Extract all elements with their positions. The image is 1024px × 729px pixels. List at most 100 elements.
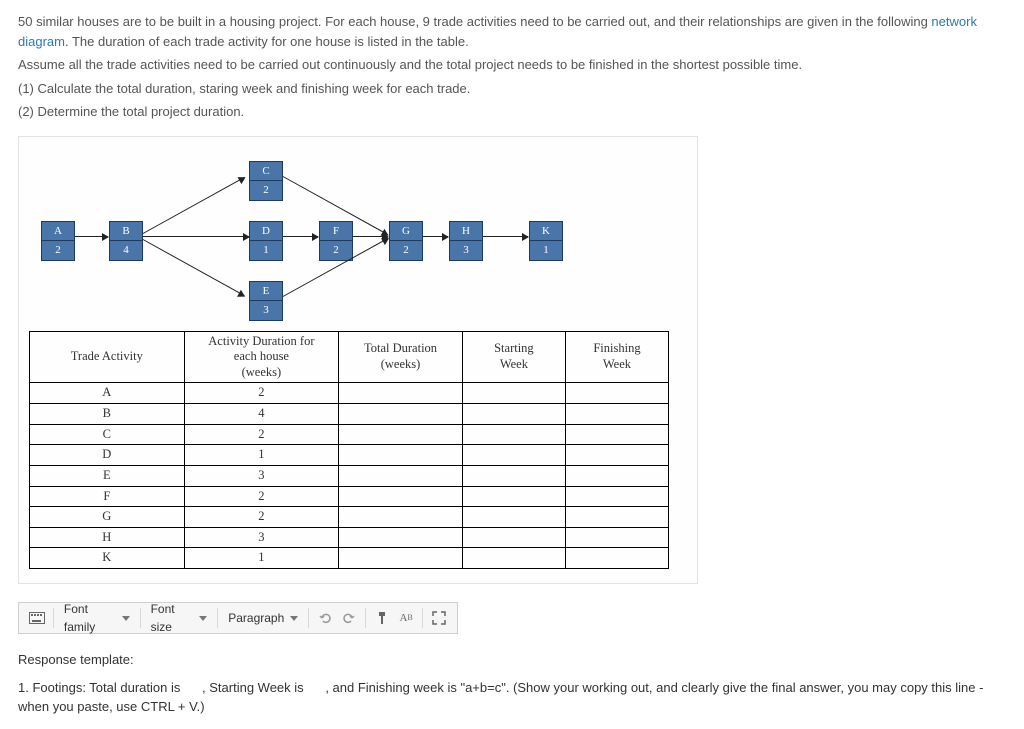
cell-start — [462, 507, 565, 528]
table-row: H3 — [30, 527, 669, 548]
intro-text-1b: . The duration of each trade activity fo… — [65, 34, 469, 49]
node-d: D1 — [249, 221, 283, 261]
edge-arrow — [283, 236, 318, 237]
chevron-down-icon — [290, 616, 298, 621]
cell-dur: 2 — [184, 507, 339, 528]
cell-trade: G — [30, 507, 185, 528]
cell-total — [339, 445, 463, 466]
toolbar-separator — [365, 608, 366, 628]
cell-dur: 2 — [184, 383, 339, 404]
cell-dur: 1 — [184, 548, 339, 569]
editor-toolbar: Font family Font size Paragraph AB — [18, 602, 458, 634]
col-start: StartingWeek — [462, 331, 565, 383]
cell-total — [339, 486, 463, 507]
fullscreen-icon[interactable] — [427, 607, 451, 629]
cell-finish — [565, 383, 668, 404]
table-header-row: Trade Activity Activity Duration foreach… — [30, 331, 669, 383]
cell-trade: D — [30, 445, 185, 466]
intro-text-1a: 50 similar houses are to be built in a h… — [18, 14, 931, 29]
cell-total — [339, 424, 463, 445]
cell-start — [462, 465, 565, 486]
cell-total — [339, 404, 463, 425]
toolbar-separator — [308, 608, 309, 628]
format-painter-icon[interactable] — [370, 607, 394, 629]
toolbar-separator — [217, 608, 218, 628]
cell-start — [462, 548, 565, 569]
node-k: K1 — [529, 221, 563, 261]
cell-start — [462, 383, 565, 404]
cell-finish — [565, 404, 668, 425]
cell-trade: K — [30, 548, 185, 569]
response-line-1: 1. Footings: Total duration is , Startin… — [18, 678, 1006, 717]
cell-trade: E — [30, 465, 185, 486]
problem-intro: 50 similar houses are to be built in a h… — [18, 12, 1006, 122]
node-g: G2 — [389, 221, 423, 261]
edge-arrow — [143, 239, 245, 296]
clear-format-icon[interactable]: AB — [394, 607, 418, 629]
cell-start — [462, 424, 565, 445]
toolbar-separator — [422, 608, 423, 628]
redo-icon[interactable] — [337, 607, 361, 629]
font-size-dropdown[interactable]: Font size — [145, 607, 214, 629]
cell-start — [462, 404, 565, 425]
cell-finish — [565, 486, 668, 507]
node-c: C2 — [249, 161, 283, 201]
node-h: H3 — [449, 221, 483, 261]
cell-dur: 2 — [184, 486, 339, 507]
cell-total — [339, 507, 463, 528]
col-dur-each: Activity Duration foreach house(weeks) — [184, 331, 339, 383]
cell-dur: 3 — [184, 527, 339, 548]
cell-trade: A — [30, 383, 185, 404]
intro-line2: Assume all the trade activities need to … — [18, 55, 1006, 75]
paragraph-dropdown[interactable]: Paragraph — [222, 607, 304, 629]
cell-finish — [565, 507, 668, 528]
node-e: E3 — [249, 281, 283, 321]
table-row: F2 — [30, 486, 669, 507]
node-b: B4 — [109, 221, 143, 261]
network-diagram: A2 B4 C2 D1 E3 F2 G2 H3 K1 — [29, 151, 669, 321]
figure-container: A2B4C2D1E3F2G2H3K1 Trade Activity Activi… — [18, 136, 698, 585]
node-f: F2 — [319, 221, 353, 261]
response-template: Response template: 1. Footings: Total du… — [18, 650, 1006, 717]
cell-start — [462, 445, 565, 466]
table-row: A2 — [30, 383, 669, 404]
edge-arrow — [483, 236, 528, 237]
table-row: D1 — [30, 445, 669, 466]
cell-start — [462, 486, 565, 507]
cell-total — [339, 383, 463, 404]
cell-dur: 2 — [184, 424, 339, 445]
table-row: K1 — [30, 548, 669, 569]
response-header: Response template: — [18, 650, 1006, 670]
cell-trade: B — [30, 404, 185, 425]
col-finish: FinishingWeek — [565, 331, 668, 383]
chevron-down-icon — [122, 616, 130, 621]
cell-dur: 3 — [184, 465, 339, 486]
table-row: E3 — [30, 465, 669, 486]
font-size-label: Font size — [151, 600, 194, 636]
cell-start — [462, 527, 565, 548]
undo-icon[interactable] — [313, 607, 337, 629]
cell-dur: 1 — [184, 445, 339, 466]
cell-finish — [565, 445, 668, 466]
table-row: B4 — [30, 404, 669, 425]
cell-finish — [565, 548, 668, 569]
cell-trade: F — [30, 486, 185, 507]
table-row: G2 — [30, 507, 669, 528]
intro-line4: (2) Determine the total project duration… — [18, 102, 1006, 122]
font-family-dropdown[interactable]: Font family — [58, 607, 136, 629]
cell-trade: C — [30, 424, 185, 445]
toolbar-separator — [53, 608, 54, 628]
node-a: A2 — [41, 221, 75, 261]
cell-total — [339, 465, 463, 486]
edge-arrow — [423, 236, 448, 237]
col-total: Total Duration(weeks) — [339, 331, 463, 383]
keyboard-icon[interactable] — [25, 607, 49, 629]
font-family-label: Font family — [64, 600, 116, 636]
paragraph-label: Paragraph — [228, 609, 284, 627]
cell-finish — [565, 527, 668, 548]
table-row: C2 — [30, 424, 669, 445]
cell-trade: H — [30, 527, 185, 548]
trade-table: Trade Activity Activity Duration foreach… — [29, 331, 669, 570]
edge-arrow — [75, 236, 108, 237]
cell-dur: 4 — [184, 404, 339, 425]
